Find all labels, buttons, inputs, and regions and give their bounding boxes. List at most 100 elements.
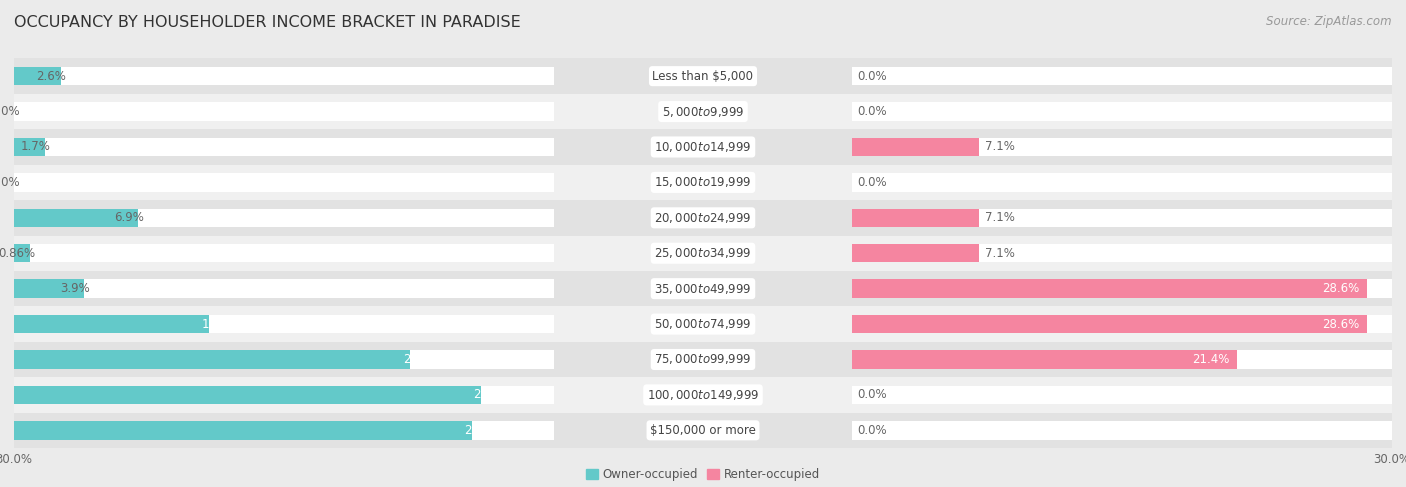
- Text: $35,000 to $49,999: $35,000 to $49,999: [654, 281, 752, 296]
- Bar: [311, 94, 1392, 129]
- Bar: [311, 386, 1392, 404]
- Text: 25.4%: 25.4%: [464, 424, 502, 437]
- Bar: [406, 377, 1000, 412]
- Text: OCCUPANCY BY HOUSEHOLDER INCOME BRACKET IN PARADISE: OCCUPANCY BY HOUSEHOLDER INCOME BRACKET …: [14, 15, 520, 30]
- Bar: [311, 208, 1392, 227]
- Text: Less than $5,000: Less than $5,000: [652, 70, 754, 83]
- Bar: [406, 165, 1000, 200]
- Bar: [406, 306, 1000, 342]
- Bar: [14, 350, 1095, 369]
- Bar: [14, 236, 1095, 271]
- Bar: [14, 280, 84, 298]
- Bar: [14, 138, 45, 156]
- Bar: [406, 271, 1000, 306]
- Bar: [14, 58, 1095, 94]
- Bar: [554, 200, 1406, 236]
- Bar: [554, 58, 1406, 94]
- Bar: [554, 342, 1406, 377]
- Text: $10,000 to $14,999: $10,000 to $14,999: [654, 140, 752, 154]
- Bar: [554, 271, 1406, 306]
- Bar: [0, 412, 703, 448]
- Bar: [311, 67, 1392, 85]
- Bar: [311, 165, 1392, 200]
- Bar: [0, 165, 852, 200]
- Bar: [311, 173, 1392, 191]
- Legend: Owner-occupied, Renter-occupied: Owner-occupied, Renter-occupied: [586, 468, 820, 481]
- Bar: [406, 94, 1000, 129]
- Bar: [554, 412, 1406, 448]
- Bar: [554, 129, 1406, 165]
- Bar: [0, 58, 852, 94]
- Text: 7.1%: 7.1%: [984, 247, 1015, 260]
- Bar: [0, 271, 852, 306]
- Text: 0.0%: 0.0%: [0, 105, 20, 118]
- Bar: [14, 280, 1095, 298]
- Bar: [311, 236, 1392, 271]
- Bar: [0, 129, 703, 165]
- Bar: [14, 129, 1095, 165]
- Bar: [852, 208, 980, 227]
- Bar: [14, 244, 1095, 262]
- Text: 0.0%: 0.0%: [858, 424, 887, 437]
- Bar: [406, 412, 1000, 448]
- Bar: [14, 102, 1095, 121]
- Text: 1.7%: 1.7%: [20, 140, 51, 153]
- Text: 28.6%: 28.6%: [1322, 282, 1360, 295]
- Bar: [14, 342, 1095, 377]
- Bar: [14, 94, 1095, 129]
- Bar: [311, 280, 1392, 298]
- Text: 10.8%: 10.8%: [201, 318, 239, 331]
- Bar: [311, 350, 1392, 369]
- Bar: [14, 165, 1095, 200]
- Bar: [0, 342, 852, 377]
- Bar: [311, 138, 1392, 156]
- Bar: [14, 412, 1095, 448]
- Bar: [852, 244, 980, 262]
- Bar: [311, 421, 1392, 440]
- Bar: [554, 165, 1406, 200]
- Bar: [311, 412, 1392, 448]
- Bar: [406, 129, 1000, 165]
- Bar: [554, 94, 1406, 129]
- Bar: [14, 67, 1095, 85]
- Bar: [554, 377, 1406, 412]
- Bar: [0, 377, 703, 412]
- Bar: [14, 421, 471, 440]
- Bar: [14, 315, 208, 333]
- Text: 21.4%: 21.4%: [1192, 353, 1230, 366]
- Bar: [14, 421, 1095, 440]
- Text: 25.9%: 25.9%: [474, 389, 510, 401]
- Bar: [406, 200, 1000, 236]
- Text: $150,000 or more: $150,000 or more: [650, 424, 756, 437]
- Text: 0.0%: 0.0%: [0, 176, 20, 189]
- Text: $50,000 to $74,999: $50,000 to $74,999: [654, 317, 752, 331]
- Bar: [14, 138, 1095, 156]
- Text: 0.0%: 0.0%: [858, 70, 887, 83]
- Bar: [14, 271, 1095, 306]
- Bar: [554, 236, 1406, 271]
- Bar: [311, 271, 1392, 306]
- Bar: [14, 244, 30, 262]
- Bar: [14, 200, 1095, 236]
- Bar: [852, 280, 1367, 298]
- Bar: [406, 236, 1000, 271]
- Text: Source: ZipAtlas.com: Source: ZipAtlas.com: [1267, 15, 1392, 28]
- Bar: [0, 58, 703, 94]
- Bar: [852, 138, 980, 156]
- Bar: [311, 102, 1392, 121]
- Text: 0.86%: 0.86%: [0, 247, 35, 260]
- Text: 6.9%: 6.9%: [114, 211, 143, 225]
- Bar: [14, 208, 138, 227]
- Text: $100,000 to $149,999: $100,000 to $149,999: [647, 388, 759, 402]
- Bar: [311, 315, 1392, 333]
- Text: 3.9%: 3.9%: [60, 282, 90, 295]
- Bar: [0, 236, 703, 271]
- Bar: [0, 377, 852, 412]
- Bar: [0, 200, 852, 236]
- Text: 7.1%: 7.1%: [984, 211, 1015, 225]
- Bar: [852, 315, 1367, 333]
- Text: 0.0%: 0.0%: [858, 176, 887, 189]
- Bar: [14, 306, 1095, 342]
- Bar: [0, 236, 852, 271]
- Text: $20,000 to $24,999: $20,000 to $24,999: [654, 211, 752, 225]
